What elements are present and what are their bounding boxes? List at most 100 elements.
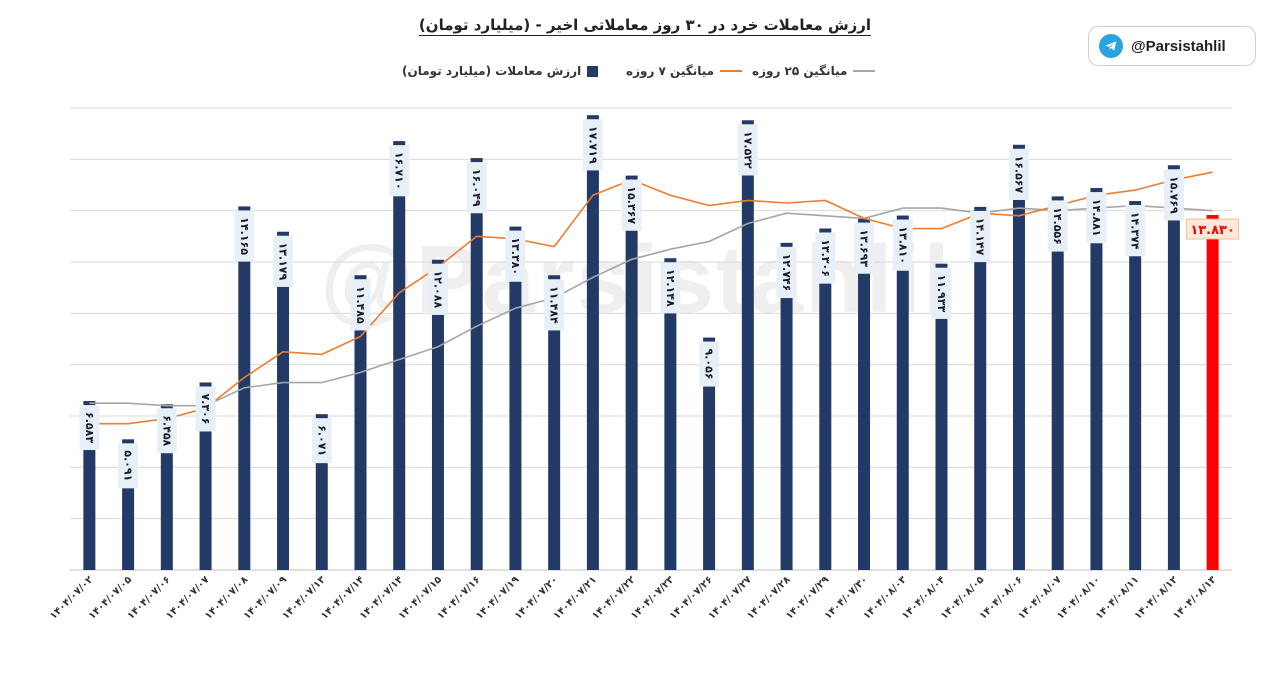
data-label-box [1163,169,1184,221]
bar [586,115,599,570]
bar [1090,188,1103,571]
legend-item-ma25: میانگین ۲۵ روزه [752,64,876,78]
bar [625,175,638,571]
legend-label-ma7: میانگین ۷ روزه [626,64,715,78]
data-label: ۶.۵۸۳ [83,412,96,443]
bar [431,259,444,570]
data-label-box [350,279,371,331]
series-line-ma25 [89,204,1213,407]
data-label-box [737,124,758,176]
data-label: ۱۴.۸۸۱ [1090,199,1103,237]
data-label-box [311,418,332,464]
data-label: ۱۶.۵۶۷ [1012,156,1025,194]
data-label-box [389,145,410,197]
data-label: ۵.۰۹۱ [122,450,135,481]
data-label: ۱۴.۵۵۶ [1051,207,1064,245]
legend-swatch-bars [587,65,599,77]
data-label: ۱۳.۳۸۰ [509,237,522,275]
data-label-box [1047,200,1068,252]
bar [664,258,677,570]
data-label: ۱۳.۶۹۳ [858,229,871,267]
data-label: ۱۴.۱۶۵ [238,217,251,255]
legend-label-bars: ارزش معاملات (میلیارد تومان) [402,64,582,78]
bar [277,231,290,570]
data-label: ۱۴.۳۷۴ [1129,212,1142,250]
data-label-box [1086,192,1107,244]
bar [1206,215,1219,570]
bar [1012,144,1025,570]
data-label: ۱۶.۰۴۹ [470,169,483,207]
data-label-box [1008,148,1029,200]
data-label: ۱۲.۷۴۶ [780,254,793,292]
chart-title-text: ارزش معاملات خرد در ۳۰ روز معاملاتی اخیر… [418,16,872,36]
bar [974,206,987,570]
telegram-handle: @Parsistahlil [1131,37,1226,55]
chart-title: ارزش معاملات خرد در ۳۰ روز معاملاتی اخیر… [0,16,1280,36]
data-label-box [776,246,797,299]
data-label-box [156,408,177,454]
data-label-box [466,162,487,214]
data-label-box [195,386,216,432]
bar [819,228,832,570]
data-label-last: ۱۳.۸۳۰ [1190,223,1235,238]
bar [548,275,561,570]
data-label-box [273,235,294,287]
data-label-box [699,341,720,387]
data-label: ۱۲.۰۸۸ [431,270,444,308]
bar [1051,196,1064,570]
data-label: ۱۷.۷۱۹ [586,126,599,164]
data-label: ۱۵.۳۶۷ [625,186,638,224]
data-label: ۱۷.۵۲۲ [741,131,754,169]
data-label-box [660,262,681,314]
legend-swatch-ma25 [853,70,876,72]
legend-label-ma25: میانگین ۲۵ روزه [752,64,848,78]
bar [858,218,871,570]
data-label: ۱۶.۷۱۰ [393,152,406,190]
data-label-box [854,222,875,274]
data-label: ۱۵.۷۶۹ [1167,176,1180,214]
data-label: ۱۱.۴۸۵ [354,286,367,324]
bar [703,337,716,570]
data-label-box [427,263,448,315]
data-label: ۱۲.۱۴۸ [664,269,677,307]
data-label-box [582,119,603,171]
data-label-box [234,210,255,262]
data-label: ۷.۳۰۶ [199,393,212,424]
data-label: ۹.۰۵۶ [703,349,716,380]
data-label-box [815,232,836,284]
data-label: ۱۳.۸۱۰ [896,226,909,264]
data-label-box [79,405,100,451]
data-label: ۱۱.۴۸۴ [548,286,561,324]
bar [1167,165,1180,570]
data-label: ۱۱.۹۳۳ [935,274,948,312]
data-label-box [118,443,139,489]
bar [393,141,406,571]
data-label: ۱۴.۱۴۷ [974,218,987,256]
data-label: ۱۳.۳۰۶ [819,239,832,277]
data-label-box [892,219,913,271]
data-label-box [621,179,642,231]
legend-item-ma7: میانگین ۷ روزه [626,64,743,78]
data-label-box [970,210,991,263]
data-label: ۱۳.۱۷۹ [277,242,290,280]
series-line-ma7 [89,171,1213,425]
data-label-box [931,267,952,319]
bar [354,275,367,570]
bar [741,120,754,570]
bar [470,158,483,570]
data-label-box [544,279,565,331]
legend-swatch-ma7 [720,70,743,72]
bar [935,263,948,570]
data-label-box-last [1186,218,1240,240]
legend-item-bars: ارزش معاملات (میلیارد تومان) [402,64,599,78]
bar [1129,201,1142,571]
data-label-box [505,230,526,282]
bar [780,242,793,570]
bar [896,215,909,570]
bar [509,226,522,570]
telegram-handle-badge: @Parsistahlil [1088,26,1256,66]
data-label: ۶.۴۵۸ [160,415,173,446]
data-label-box [1125,205,1146,257]
telegram-icon [1099,34,1123,58]
